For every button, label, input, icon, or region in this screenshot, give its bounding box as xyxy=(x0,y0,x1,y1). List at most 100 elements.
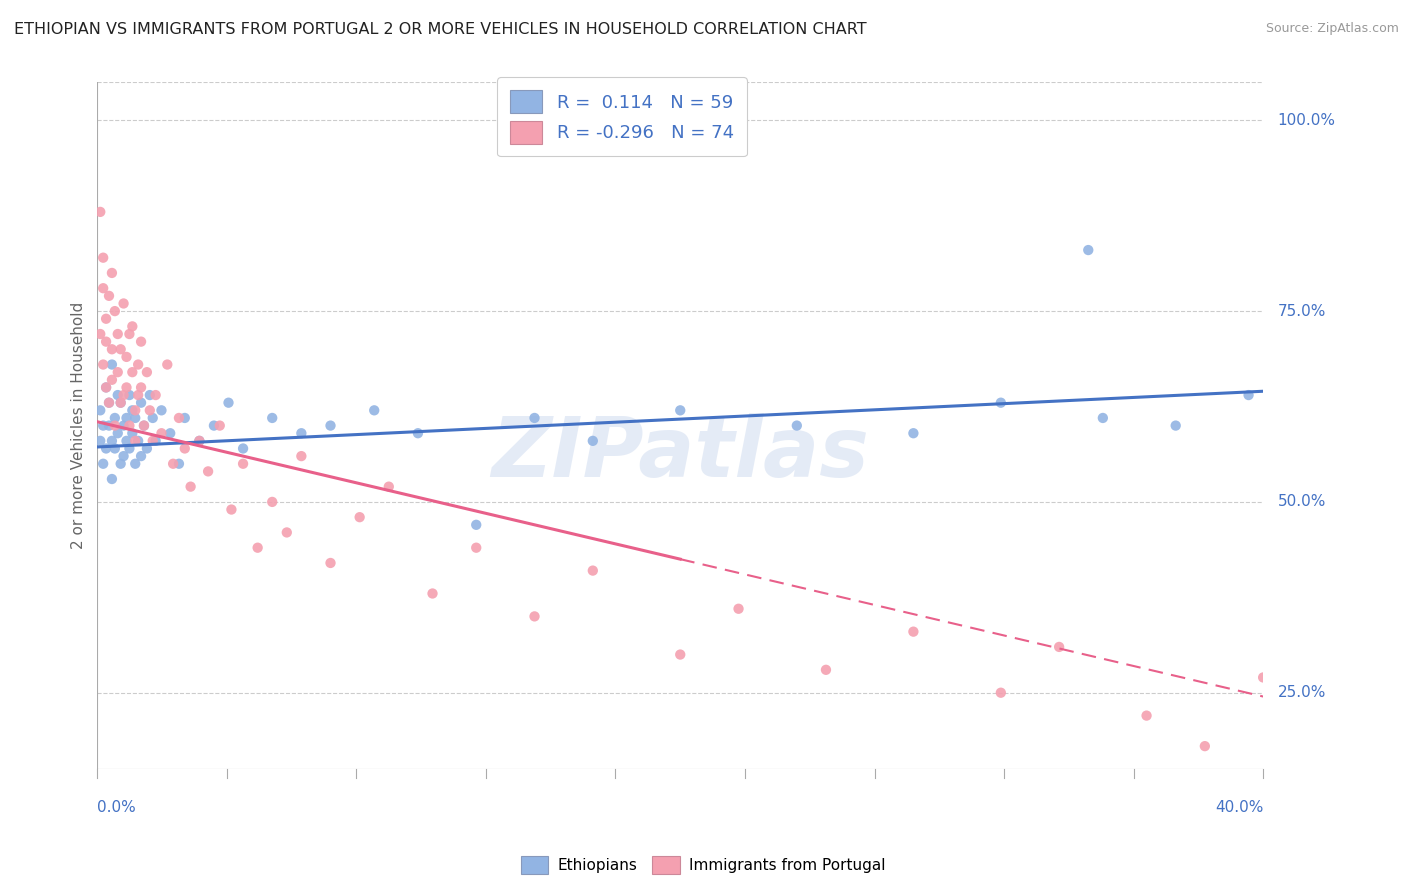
Point xyxy=(132,418,155,433)
Point xyxy=(150,403,173,417)
Point xyxy=(121,426,143,441)
Text: ZIPatlas: ZIPatlas xyxy=(491,413,869,493)
Point xyxy=(112,418,135,433)
Point xyxy=(188,434,211,448)
Point xyxy=(132,418,155,433)
Point xyxy=(129,334,152,349)
Text: 40.0%: 40.0% xyxy=(1215,799,1263,814)
Point xyxy=(156,358,179,372)
Point xyxy=(727,601,749,615)
Point xyxy=(110,343,132,357)
Text: 50.0%: 50.0% xyxy=(1278,494,1326,509)
Point xyxy=(112,449,135,463)
Point xyxy=(903,426,925,441)
Point xyxy=(129,395,152,409)
Point xyxy=(135,442,157,456)
Point xyxy=(129,380,152,394)
Point xyxy=(523,411,546,425)
Point xyxy=(91,281,114,295)
Point xyxy=(246,541,269,555)
Point xyxy=(118,442,141,456)
Point xyxy=(669,403,692,417)
Point xyxy=(188,434,211,448)
Point xyxy=(465,517,488,532)
Point xyxy=(107,426,129,441)
Point xyxy=(89,434,111,448)
Point xyxy=(232,457,254,471)
Point xyxy=(1135,708,1157,723)
Point xyxy=(94,380,117,394)
Point xyxy=(990,686,1012,700)
Point xyxy=(139,403,162,417)
Point xyxy=(124,411,146,425)
Point xyxy=(124,457,146,471)
Point xyxy=(378,480,401,494)
Point xyxy=(107,365,129,379)
Point xyxy=(232,442,254,456)
Point xyxy=(167,411,190,425)
Point xyxy=(112,388,135,402)
Point xyxy=(107,326,129,341)
Point xyxy=(94,380,117,394)
Point xyxy=(349,510,371,524)
Point xyxy=(319,418,342,433)
Point xyxy=(262,411,284,425)
Point xyxy=(145,434,167,448)
Text: 75.0%: 75.0% xyxy=(1278,303,1326,318)
Point xyxy=(115,350,138,364)
Point xyxy=(118,418,141,433)
Point xyxy=(197,464,219,478)
Point xyxy=(290,426,312,441)
Point xyxy=(91,418,114,433)
Point xyxy=(110,395,132,409)
Point xyxy=(101,266,124,280)
Point xyxy=(94,334,117,349)
Point xyxy=(159,426,181,441)
Point xyxy=(89,326,111,341)
Point xyxy=(124,403,146,417)
Point xyxy=(167,457,190,471)
Point xyxy=(173,411,195,425)
Point xyxy=(112,296,135,310)
Text: 0.0%: 0.0% xyxy=(97,799,136,814)
Point xyxy=(523,609,546,624)
Point xyxy=(290,449,312,463)
Point xyxy=(276,525,298,540)
Point xyxy=(990,395,1012,409)
Point xyxy=(121,403,143,417)
Point xyxy=(110,395,132,409)
Point xyxy=(107,388,129,402)
Point xyxy=(139,388,162,402)
Point xyxy=(903,624,925,639)
Point xyxy=(115,380,138,394)
Point xyxy=(101,358,124,372)
Point xyxy=(127,388,149,402)
Point xyxy=(582,564,605,578)
Point xyxy=(110,457,132,471)
Point xyxy=(94,442,117,456)
Point xyxy=(422,586,444,600)
Point xyxy=(101,343,124,357)
Point xyxy=(669,648,692,662)
Point xyxy=(582,434,605,448)
Point xyxy=(94,311,117,326)
Legend: Ethiopians, Immigrants from Portugal: Ethiopians, Immigrants from Portugal xyxy=(515,850,891,880)
Point xyxy=(121,365,143,379)
Point xyxy=(115,411,138,425)
Y-axis label: 2 or more Vehicles in Household: 2 or more Vehicles in Household xyxy=(72,302,86,549)
Point xyxy=(465,541,488,555)
Point xyxy=(124,434,146,448)
Point xyxy=(91,251,114,265)
Point xyxy=(786,418,808,433)
Point xyxy=(1164,418,1187,433)
Point xyxy=(104,411,127,425)
Point xyxy=(104,442,127,456)
Point xyxy=(1310,693,1333,707)
Point xyxy=(104,418,127,433)
Point xyxy=(89,205,111,219)
Point xyxy=(101,434,124,448)
Point xyxy=(89,403,111,417)
Point xyxy=(142,434,165,448)
Point xyxy=(221,502,243,516)
Point xyxy=(135,365,157,379)
